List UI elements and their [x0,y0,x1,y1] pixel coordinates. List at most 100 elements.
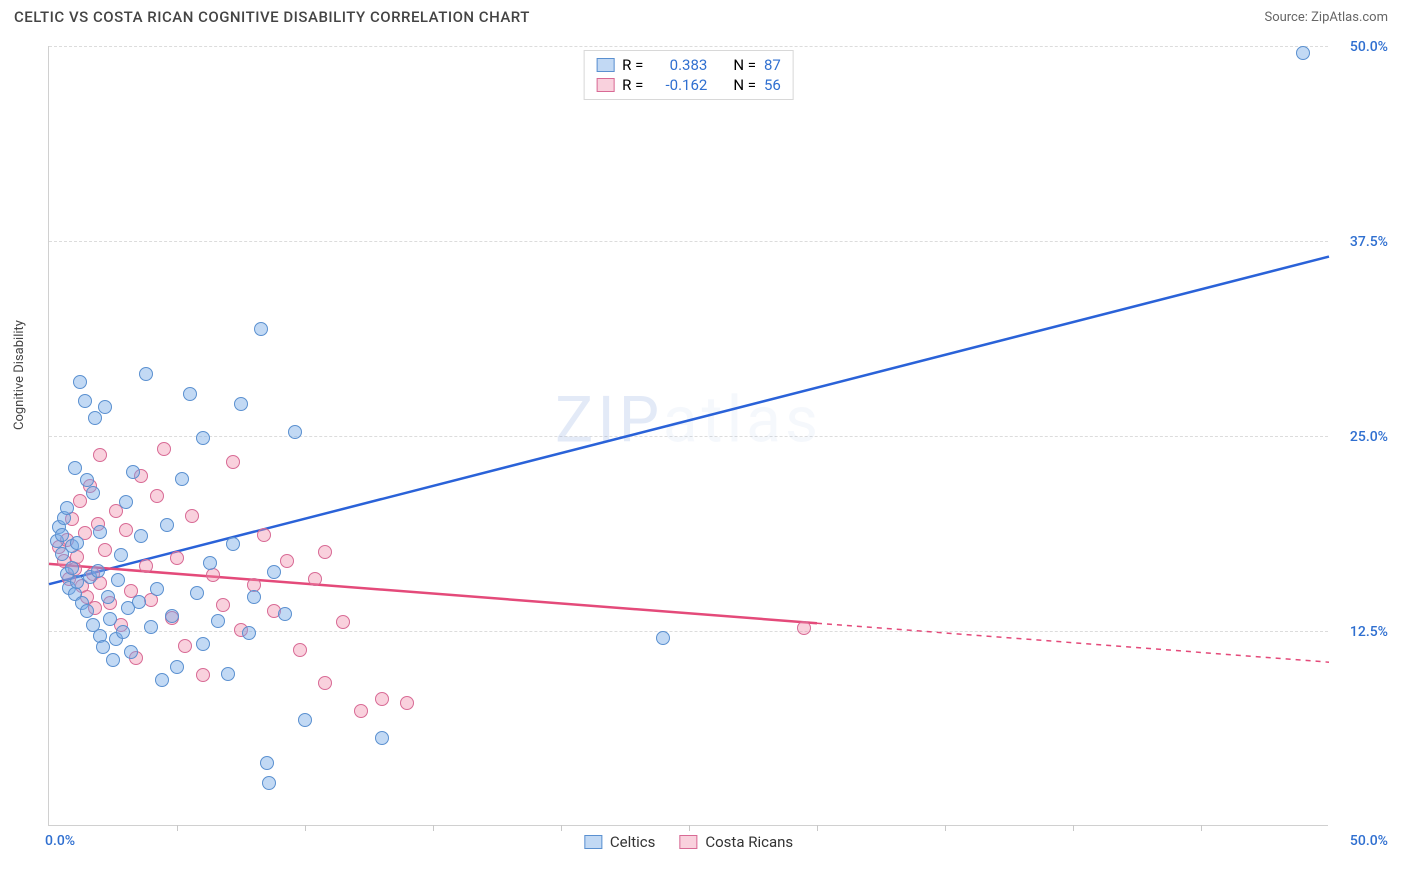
data-point-celtics [254,322,268,336]
data-point-celtics [288,425,302,439]
data-point-costa-ricans [216,598,230,612]
r-label: R = [622,56,643,74]
data-point-celtics [170,660,184,674]
data-point-celtics [88,411,102,425]
data-point-costa-ricans [139,559,153,573]
data-point-celtics [196,431,210,445]
data-point-celtics [1296,46,1310,60]
y-tick-label: 25.0% [1350,429,1388,445]
y-axis-label: Cognitive Disability [12,320,27,430]
y-tick-label: 37.5% [1350,234,1388,250]
data-point-celtics [101,590,115,604]
source-attribution: Source: ZipAtlas.com [1264,10,1388,25]
n-label: N = [733,56,756,74]
data-point-celtics [134,529,148,543]
data-point-celtics [183,387,197,401]
series-legend: Celtics Costa Ricans [584,833,793,851]
swatch-costa-ricans [679,835,697,849]
data-point-celtics [155,673,169,687]
data-point-celtics [247,590,261,604]
x-tick [1073,825,1074,831]
data-point-celtics [150,582,164,596]
x-tick [689,825,690,831]
data-point-celtics [111,573,125,587]
data-point-celtics [221,667,235,681]
data-point-celtics [60,501,74,515]
data-point-costa-ricans [185,509,199,523]
data-point-celtics [114,548,128,562]
data-point-celtics [211,614,225,628]
data-point-costa-ricans [157,442,171,456]
data-point-costa-ricans [206,568,220,582]
data-point-celtics [119,495,133,509]
origin-label: 0.0% [45,833,75,849]
data-point-celtics [91,564,105,578]
r-label: R = [622,76,643,94]
legend-item-costa-ricans: Costa Ricans [679,833,793,851]
data-point-celtics [86,486,100,500]
data-point-costa-ricans [98,543,112,557]
legend-row-celtics: R = 0.383 N = 87 [596,55,781,75]
swatch-celtics [584,835,602,849]
data-point-costa-ricans [119,523,133,537]
legend-item-celtics: Celtics [584,833,656,851]
data-point-costa-ricans [336,615,350,629]
data-point-costa-ricans [318,545,332,559]
n-value-costa-ricans: 56 [764,76,781,94]
data-point-costa-ricans [318,676,332,690]
swatch-costa-ricans [596,78,614,92]
data-point-costa-ricans [226,455,240,469]
data-point-celtics [203,556,217,570]
data-point-celtics [93,525,107,539]
data-point-celtics [116,625,130,639]
data-point-celtics [70,536,84,550]
data-point-celtics [267,565,281,579]
data-point-costa-ricans [150,489,164,503]
data-point-costa-ricans [196,668,210,682]
data-point-celtics [132,595,146,609]
data-point-celtics [278,607,292,621]
x-tick [305,825,306,831]
x-tick [945,825,946,831]
data-point-celtics [68,461,82,475]
correlation-legend: R = 0.383 N = 87 R = -0.162 N = 56 [583,50,794,100]
data-point-costa-ricans [73,494,87,508]
trend-line-costa-ricans-extrapolated [817,623,1329,662]
r-value-costa-ricans: -0.162 [651,76,707,94]
chart-title: CELTIC VS COSTA RICAN COGNITIVE DISABILI… [14,8,530,26]
n-value-celtics: 87 [764,56,781,74]
data-point-celtics [98,400,112,414]
x-max-label: 50.0% [1350,833,1388,849]
trend-line-celtics [49,257,1329,585]
x-tick [561,825,562,831]
data-point-celtics [190,586,204,600]
data-point-celtics [139,367,153,381]
data-point-celtics [80,604,94,618]
legend-label-costa-ricans: Costa Ricans [705,833,793,851]
data-point-celtics [234,397,248,411]
data-point-celtics [262,776,276,790]
data-point-costa-ricans [308,572,322,586]
data-point-costa-ricans [257,528,271,542]
y-tick-label: 50.0% [1350,39,1388,55]
data-point-celtics [260,756,274,770]
data-point-celtics [144,620,158,634]
data-point-celtics [196,637,210,651]
data-point-celtics [106,653,120,667]
data-point-celtics [65,561,79,575]
scatter-chart: 12.5%25.0%37.5%50.0% ZIPatlas R = 0.383 … [48,46,1328,826]
data-point-costa-ricans [170,551,184,565]
data-point-costa-ricans [293,643,307,657]
data-point-celtics [656,631,670,645]
data-point-celtics [73,375,87,389]
data-point-celtics [126,465,140,479]
legend-row-costa-ricans: R = -0.162 N = 56 [596,75,781,95]
trend-lines [49,46,1328,825]
data-point-celtics [78,394,92,408]
data-point-celtics [165,609,179,623]
data-point-celtics [124,645,138,659]
x-tick [817,825,818,831]
legend-label-celtics: Celtics [610,833,656,851]
y-tick-label: 12.5% [1350,624,1388,640]
data-point-celtics [96,640,110,654]
